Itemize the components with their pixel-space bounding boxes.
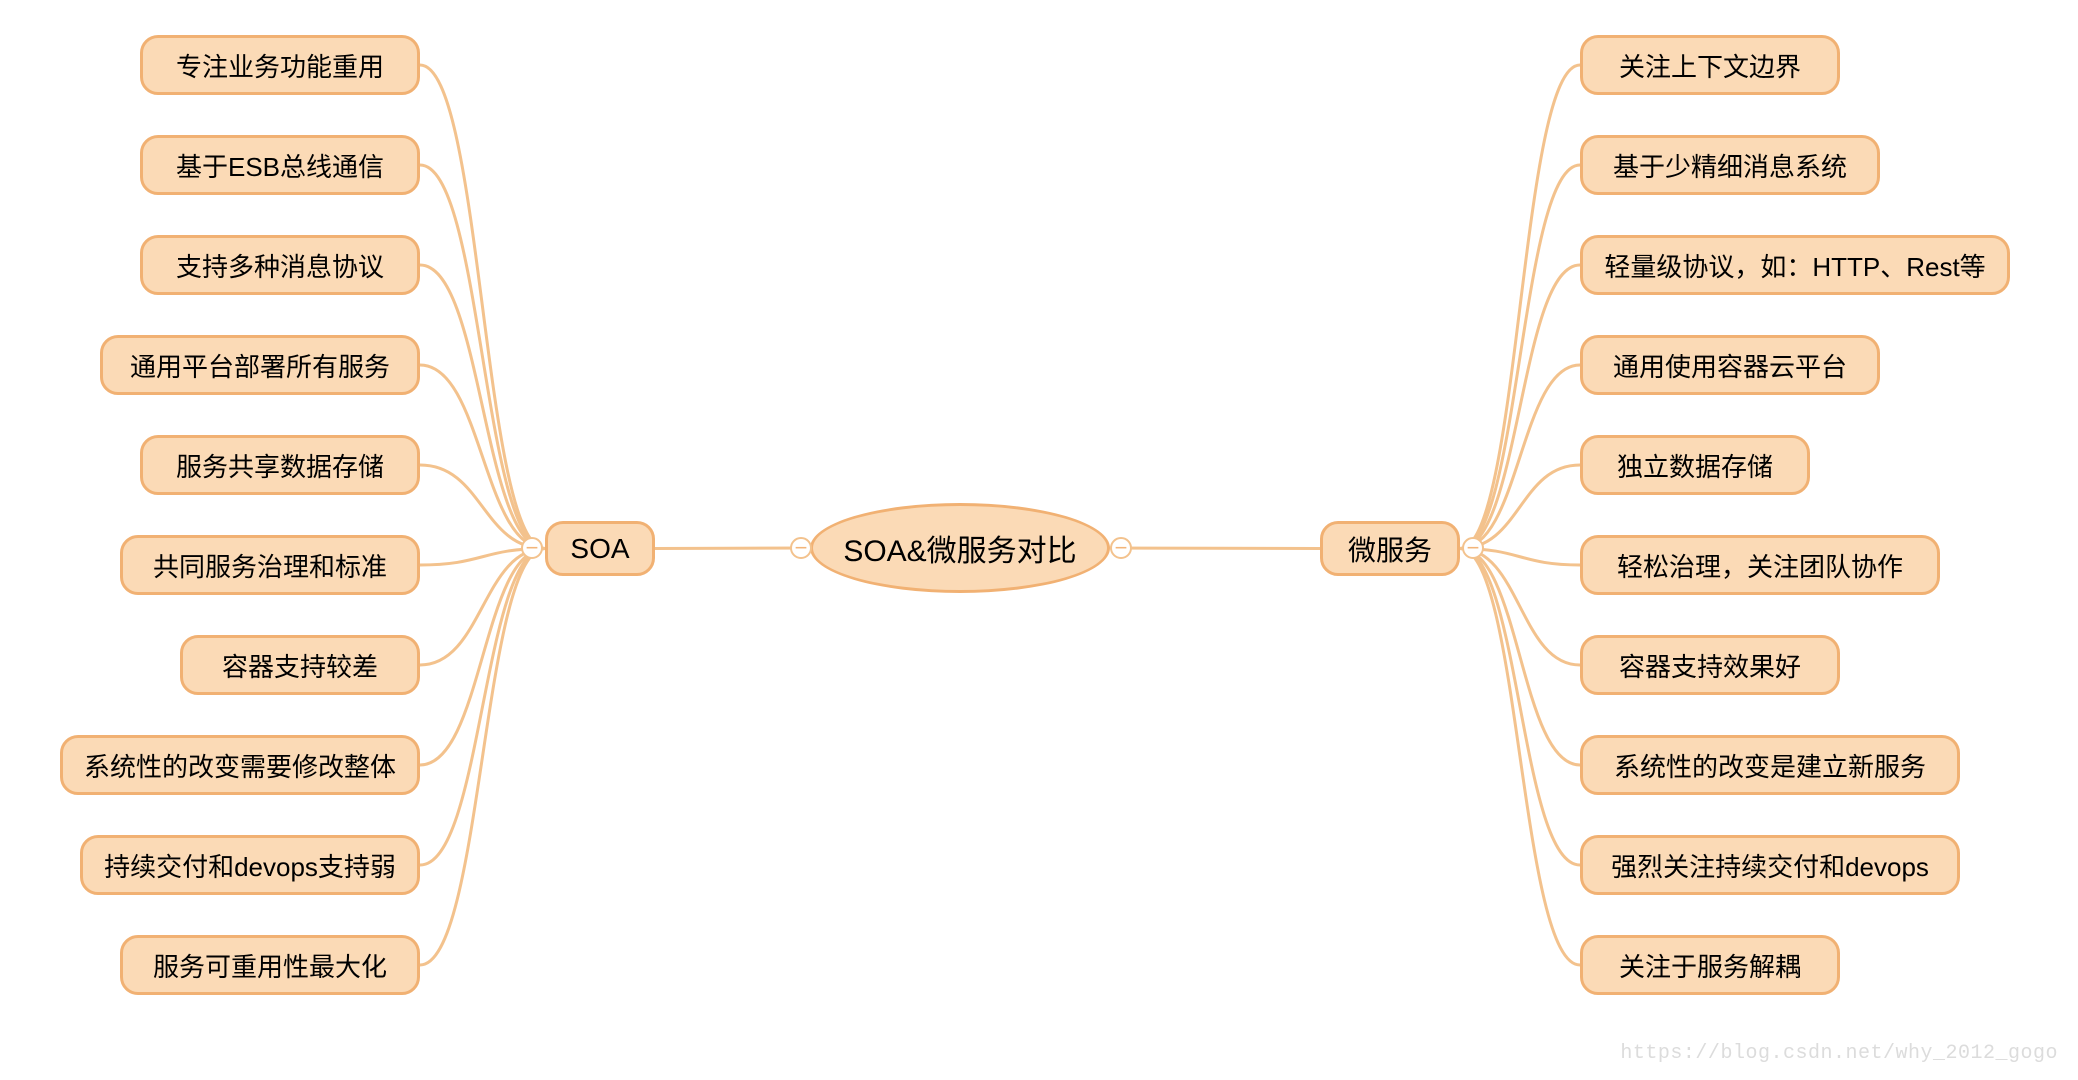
collapse-root-right[interactable]: − bbox=[1110, 537, 1132, 559]
leaf-microservice-5: 轻松治理，关注团队协作 bbox=[1580, 535, 1940, 595]
edge bbox=[1460, 549, 1580, 966]
edge bbox=[1460, 549, 1580, 866]
leaf-soa-7: 系统性的改变需要修改整体 bbox=[60, 735, 420, 795]
leaf-soa-0: 专注业务功能重用 bbox=[140, 35, 420, 95]
edge bbox=[1110, 548, 1320, 549]
leaf-microservice-8: 强烈关注持续交付和devops bbox=[1580, 835, 1960, 895]
leaf-microservice-2: 轻量级协议，如：HTTP、Rest等 bbox=[1580, 235, 2010, 295]
collapse-microservice[interactable]: − bbox=[1462, 537, 1484, 559]
edge bbox=[420, 549, 545, 966]
leaf-microservice-1: 基于少精细消息系统 bbox=[1580, 135, 1880, 195]
leaf-soa-5: 共同服务治理和标准 bbox=[120, 535, 420, 595]
leaf-soa-3: 通用平台部署所有服务 bbox=[100, 335, 420, 395]
leaf-soa-1: 基于ESB总线通信 bbox=[140, 135, 420, 195]
edge bbox=[1460, 165, 1580, 549]
leaf-microservice-9: 关注于服务解耦 bbox=[1580, 935, 1840, 995]
leaf-soa-2: 支持多种消息协议 bbox=[140, 235, 420, 295]
leaf-soa-8: 持续交付和devops支持弱 bbox=[80, 835, 420, 895]
edge bbox=[420, 265, 545, 549]
leaf-microservice-0: 关注上下文边界 bbox=[1580, 35, 1840, 95]
edge bbox=[420, 549, 545, 866]
edge bbox=[420, 549, 545, 766]
leaf-microservice-6: 容器支持效果好 bbox=[1580, 635, 1840, 695]
leaf-microservice-7: 系统性的改变是建立新服务 bbox=[1580, 735, 1960, 795]
edge bbox=[655, 548, 810, 549]
edge bbox=[1460, 549, 1580, 766]
watermark-text: https://blog.csdn.net/why_2012_gogo bbox=[1620, 1042, 2058, 1065]
collapse-soa[interactable]: − bbox=[521, 537, 543, 559]
collapse-root-left[interactable]: − bbox=[790, 537, 812, 559]
edge bbox=[1460, 265, 1580, 549]
root-node: SOA&微服务对比 bbox=[810, 503, 1110, 593]
edge bbox=[1460, 65, 1580, 549]
edge bbox=[1460, 549, 1580, 666]
edge bbox=[420, 65, 545, 549]
leaf-soa-9: 服务可重用性最大化 bbox=[120, 935, 420, 995]
leaf-soa-4: 服务共享数据存储 bbox=[140, 435, 420, 495]
branch-node-microservice: 微服务 bbox=[1320, 521, 1460, 576]
leaf-microservice-3: 通用使用容器云平台 bbox=[1580, 335, 1880, 395]
leaf-microservice-4: 独立数据存储 bbox=[1580, 435, 1810, 495]
leaf-soa-6: 容器支持较差 bbox=[180, 635, 420, 695]
edge bbox=[1460, 365, 1580, 549]
edge bbox=[420, 549, 545, 666]
edge bbox=[420, 365, 545, 549]
branch-node-soa: SOA bbox=[545, 521, 655, 576]
edge bbox=[420, 165, 545, 549]
